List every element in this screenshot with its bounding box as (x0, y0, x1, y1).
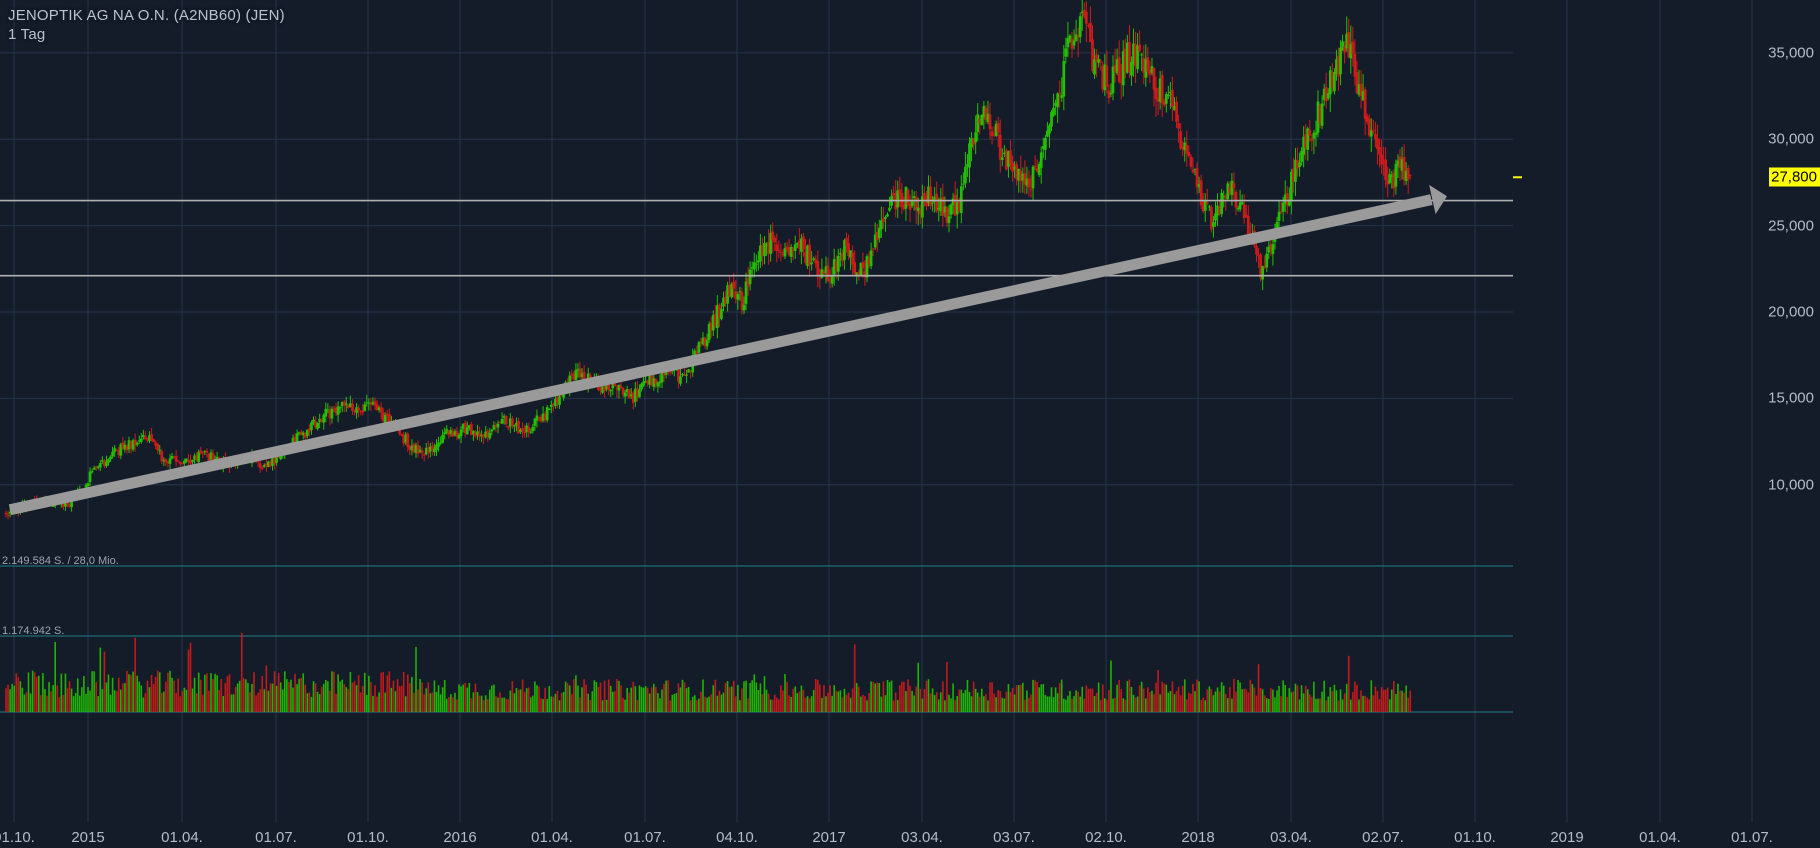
time-axis-tick: 03.04. (1270, 829, 1312, 846)
volume-bars (5, 632, 1412, 712)
time-axis-tick: 01.04. (531, 829, 573, 846)
time-axis-tick: 04.10. (716, 829, 758, 846)
time-axis-tick: 2017 (812, 829, 846, 846)
time-axis-tick: 2018 (1181, 829, 1215, 846)
time-axis-tick: 01.10. (0, 829, 35, 846)
vertical-gridlines (13, 0, 1753, 822)
time-axis-tick: 02.10. (1085, 829, 1127, 846)
last-price-tag: 27,800 (1769, 167, 1820, 187)
volume-annotation-bottom: 1.174.942 S. (2, 625, 65, 637)
time-axis-tick: 2015 (71, 829, 105, 846)
price-axis-tick: 30,000 (1768, 130, 1814, 148)
price-axis-tick: 20,000 (1768, 303, 1814, 321)
price-axis-tick: 10,000 (1768, 476, 1814, 494)
price-axis-tick: 15,000 (1768, 389, 1814, 407)
time-axis-tick: 01.07. (1731, 829, 1773, 846)
time-axis-tick: 01.04. (161, 829, 203, 846)
time-axis-tick: 03.07. (993, 829, 1035, 846)
time-axis-tick: 01.07. (624, 829, 666, 846)
interval-label: 1 Tag (8, 26, 46, 43)
horizontal-level-lines (0, 199, 1513, 277)
time-axis-tick: 2019 (1550, 829, 1584, 846)
price-axis-tick: 35,000 (1768, 44, 1814, 62)
trendline-arrow (8, 184, 1447, 516)
time-axis-tick: 01.10. (347, 829, 389, 846)
time-axis-tick: 01.10. (1454, 829, 1496, 846)
time-axis-tick: 01.04. (1639, 829, 1681, 846)
page-title: JENOPTIK AG NA O.N. (A2NB60) (JEN) (8, 7, 285, 24)
volume-annotation-top: 2.149.584 S. / 28,0 Mio. (2, 555, 119, 567)
time-axis-tick: 03.04. (901, 829, 943, 846)
time-axis-tick: 2016 (443, 829, 477, 846)
time-axis-tick: 01.07. (255, 829, 297, 846)
price-axis-tick: 25,000 (1768, 217, 1814, 235)
time-axis-tick: 02.07. (1362, 829, 1404, 846)
